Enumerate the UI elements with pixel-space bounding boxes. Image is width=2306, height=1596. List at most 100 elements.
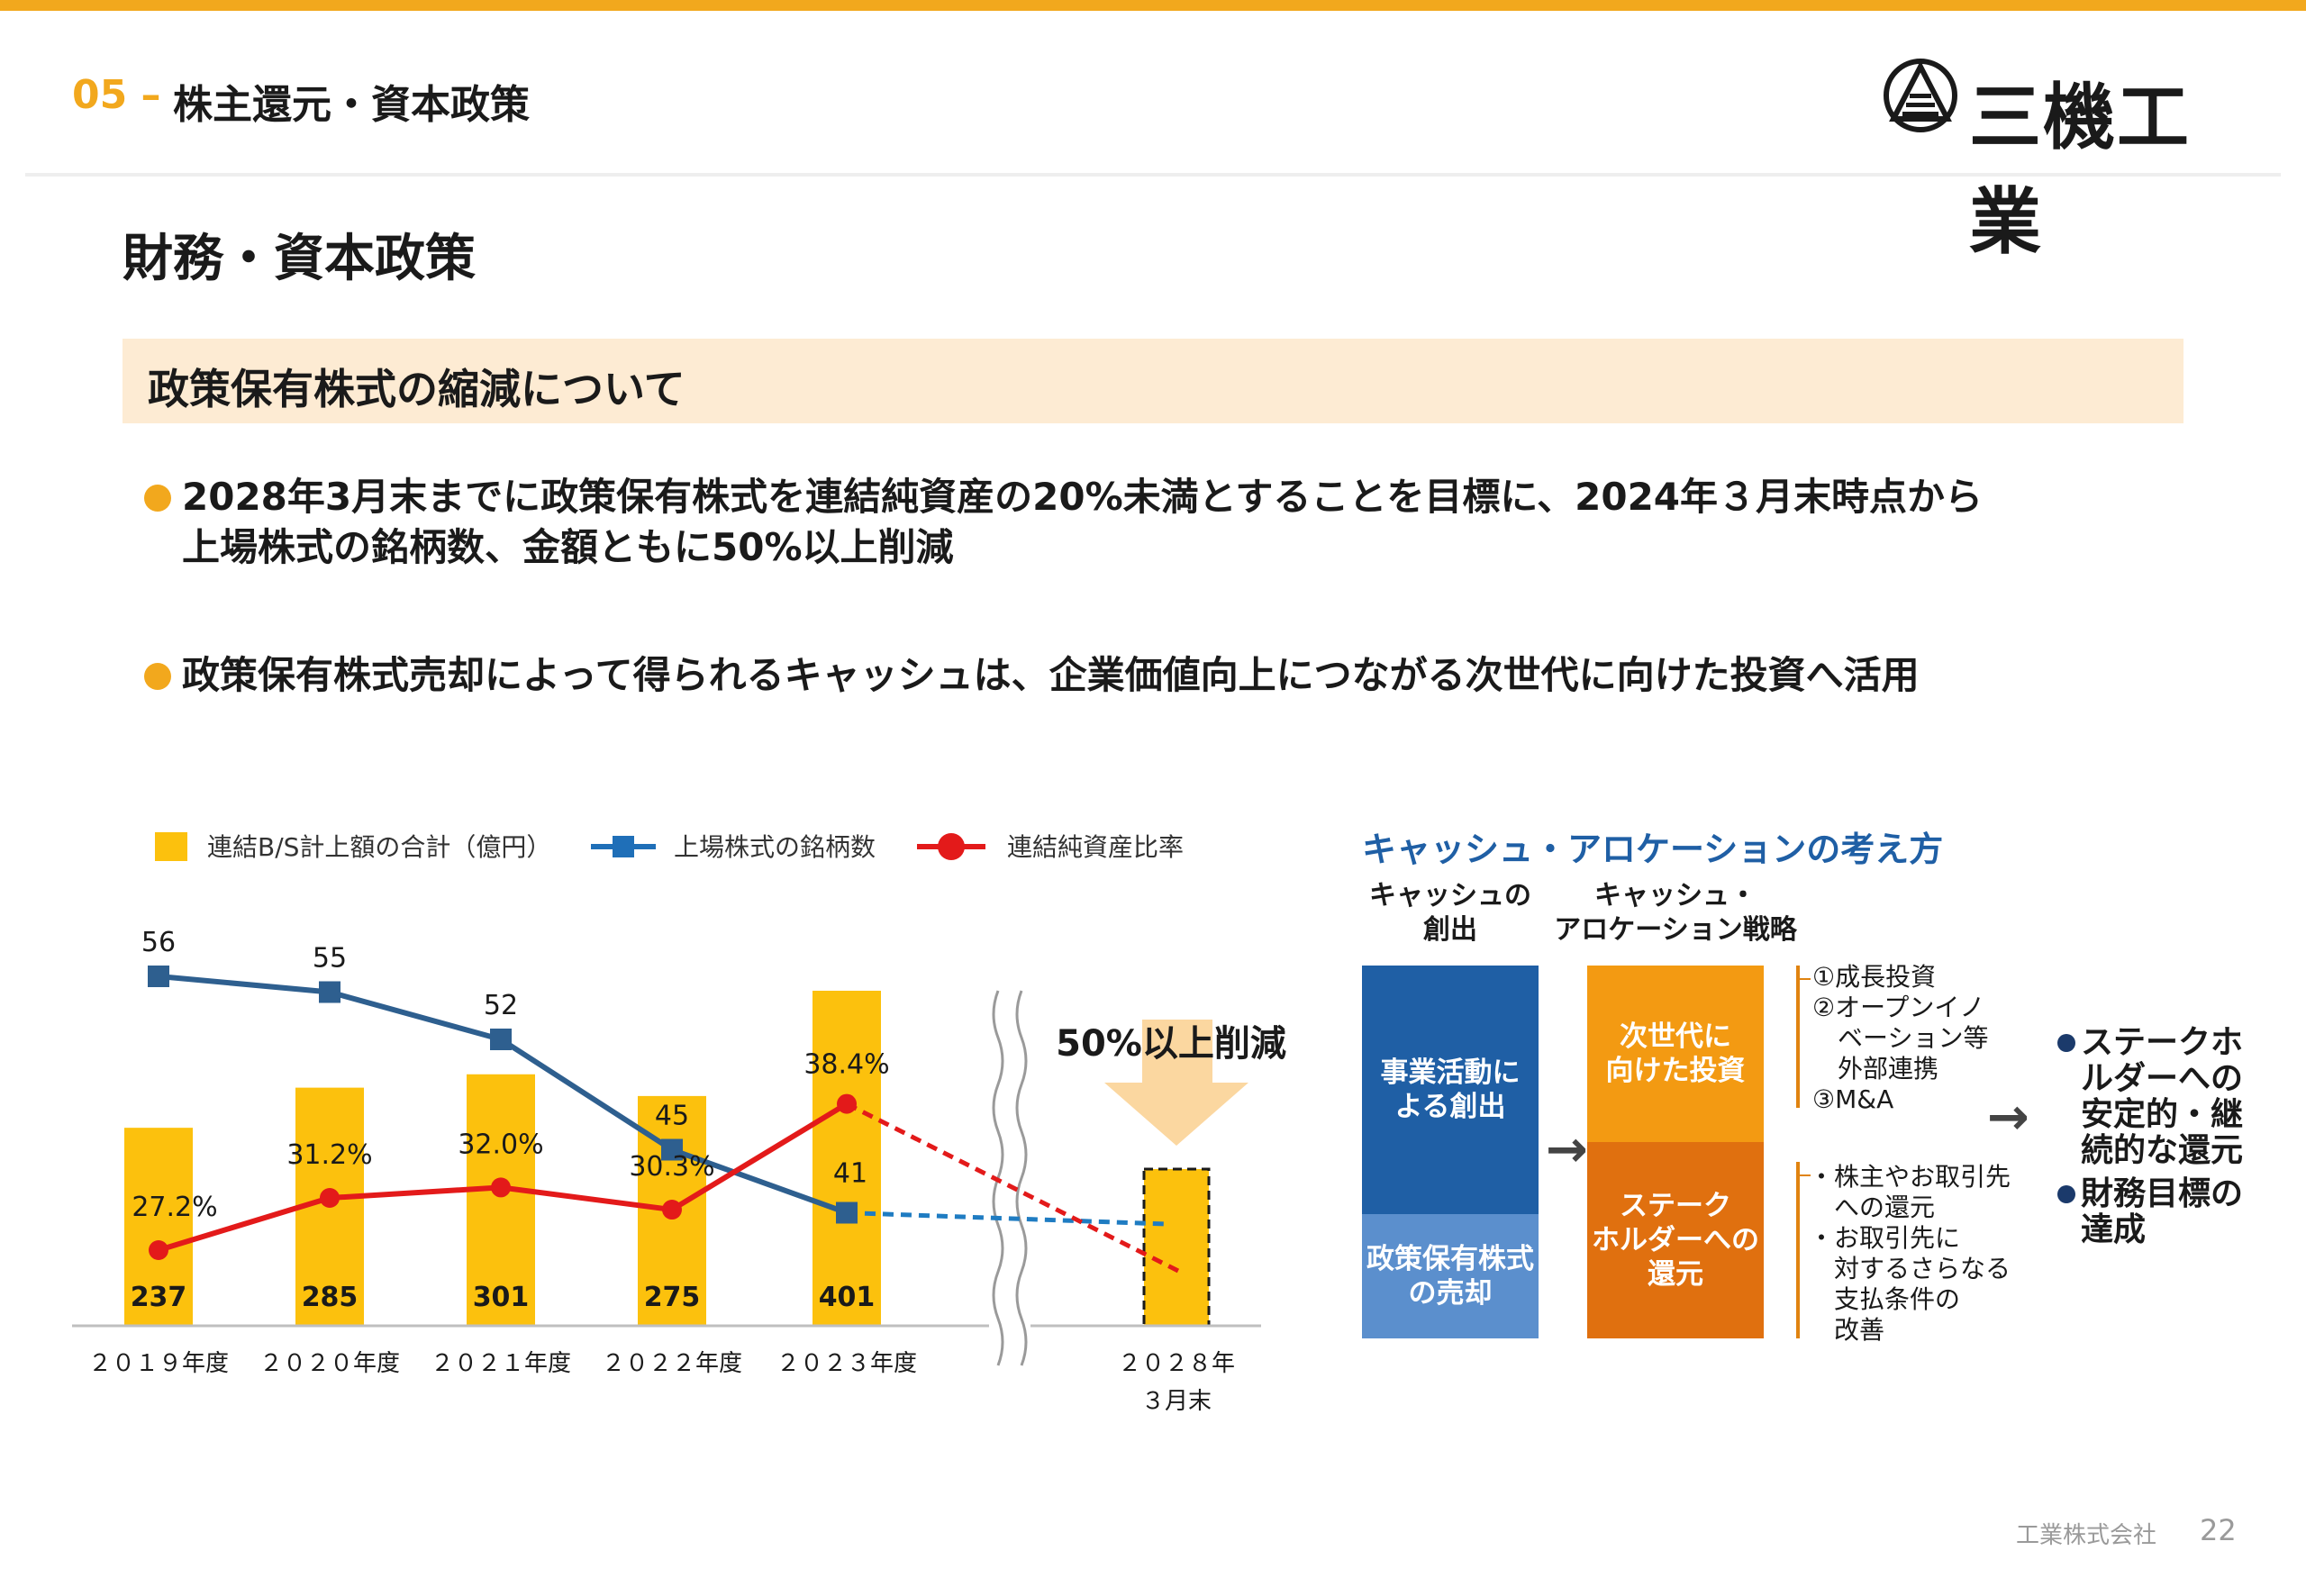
bar-target-2028 (1142, 1167, 1211, 1328)
bar-value-label: 237 (131, 1282, 187, 1313)
projection-ratio (845, 1102, 1182, 1274)
source-business-box: 事業活動に よる創出 (1362, 966, 1539, 1214)
investment-item: ベーション等 (1812, 1023, 1989, 1053)
count-value-label: 52 (484, 990, 518, 1021)
use-bottom-line-2: ホルダーへの (1592, 1224, 1759, 1256)
marker-ratio (320, 1188, 340, 1208)
marker-ratio (149, 1240, 168, 1260)
investment-list: ①成長投資 ②オープンイノ ベーション等 外部連携 ③M&A (1812, 962, 1988, 1115)
bullet-1-line-2: 上場株式の銘柄数、金額ともに50%以上削減 (182, 525, 954, 569)
legend-label-bar: 連結B/S計上額の合計（億円） (207, 832, 551, 862)
count-value-label: 45 (655, 1101, 689, 1132)
logo-mark-icon (1884, 59, 1957, 132)
count-value-label: 56 (141, 927, 176, 958)
subheading-text: 政策保有株式の縮減について (148, 365, 685, 413)
goal-dot-icon (2057, 1185, 2075, 1203)
company-logo: 三機工業 (1883, 58, 2252, 264)
bullet-2-line-1: 政策保有株式売却によって得られるキャッシュは、企業価値向上につながる次世代に向け… (182, 653, 1920, 697)
bar-holdings (813, 991, 881, 1326)
investment-item: 外部連携 (1812, 1054, 1939, 1084)
bullet-1-line-1: 2028年3月末までに政策保有株式を連結純資産の20%未満とすることを目標に、2… (182, 475, 1984, 519)
bullet-dot-icon (144, 663, 171, 690)
ratio-value-label: 32.0% (458, 1129, 543, 1160)
legend-marker-ratio (938, 833, 965, 860)
arrow-right-icon: → (1546, 1120, 1588, 1179)
ratio-value-label: 31.2% (286, 1139, 372, 1171)
return-item: への還元 (1809, 1192, 1936, 1222)
source-top-line-1: 事業活動に (1380, 1056, 1521, 1089)
reduction-label: 50%以上削減 (1056, 1023, 1286, 1065)
goal-1-line: ステークホ (2081, 1024, 2244, 1061)
col2-header: キャッシュ・ アロケーション戦略 (1549, 879, 1802, 948)
return-item: 対するさらなる (1809, 1254, 2011, 1283)
holdings-chart: 連結B/S計上額の合計（億円） 上場株式の銘柄数 連結純資産比率 237 285 301 2… (72, 832, 1286, 1415)
col2-header-line-1: キャッシュ・ (1594, 880, 1757, 911)
x-tick-label-target: ２０２８年 (1118, 1350, 1235, 1377)
top-accent-bar (0, 0, 2306, 11)
investment-item: ①成長投資 (1812, 962, 1937, 992)
subheading-band: 政策保有株式の縮減について (123, 339, 2183, 423)
x-tick-label: ２０１９年度 (88, 1350, 229, 1377)
return-item: ・お取引先に (1809, 1223, 1961, 1253)
marker-count (319, 981, 340, 1003)
col2-header-line-2: アロケーション戦略 (1554, 914, 1797, 946)
return-item: ・株主やお取引先 (1809, 1162, 2011, 1192)
source-bottom-line-1: 政策保有株式 (1366, 1243, 1534, 1275)
bar-holdings (467, 1074, 535, 1326)
axis-break-wave (1015, 990, 1028, 1366)
use-top-line-1: 次世代に (1620, 1020, 1731, 1053)
bracket-top (1796, 966, 1800, 1108)
legend-label-ratio: 連結純資産比率 (1007, 832, 1184, 862)
marker-ratio (837, 1093, 857, 1114)
legend-swatch-bar (155, 832, 187, 861)
col1-header-line-1: キャッシュの (1369, 880, 1531, 911)
logo-text: 三機工業 (1969, 76, 2191, 264)
goal-dot-icon (2057, 1034, 2075, 1052)
goal-2-line: 財務目標の (2081, 1175, 2244, 1212)
use-return-box: ステーク ホルダーへの 還元 (1587, 1142, 1764, 1338)
use-bottom-line-1: ステーク (1620, 1190, 1731, 1222)
col1-header-line-2: 創出 (1423, 914, 1477, 946)
return-item: 支払条件の (1809, 1284, 1961, 1314)
return-list: ・株主やお取引先 への還元 ・お取引先に 対するさらなる 支払条件の 改善 (1809, 1162, 2011, 1346)
marker-count (836, 1202, 858, 1224)
bracket-tick (1796, 1174, 1811, 1176)
bracket-bottom (1796, 1162, 1800, 1338)
legend-label-count: 上場株式の銘柄数 (674, 832, 876, 862)
goal-1-line: 安定的・継 (2081, 1096, 2244, 1133)
goal-2-line: 達成 (2081, 1211, 2147, 1248)
marker-ratio (662, 1200, 682, 1220)
use-top-line-2: 向けた投資 (1605, 1055, 1746, 1087)
bar-value-label: 401 (819, 1282, 876, 1313)
x-tick-label: ２０２３年度 (776, 1350, 917, 1377)
section-number: 05 – (72, 72, 161, 118)
source-bottom-line-2: の売却 (1408, 1277, 1493, 1310)
marker-count (490, 1029, 512, 1050)
count-value-label: 41 (833, 1158, 867, 1190)
investment-item: ③M&A (1812, 1084, 1894, 1114)
goal-1-line: ルダーへの (2081, 1060, 2244, 1097)
bar-value-label: 275 (644, 1282, 701, 1313)
allocation-title: キャッシュ・アロケーションの考え方 (1362, 830, 1944, 869)
x-tick-label-target: ３月末 (1141, 1388, 1212, 1415)
page-number: 22 (2200, 1513, 2237, 1547)
marker-count (148, 966, 169, 987)
bar-value-label: 285 (302, 1282, 359, 1313)
bullet-dot-icon (144, 485, 171, 512)
investment-item: ②オープンイノ (1812, 993, 1985, 1022)
ratio-value-label: 38.4% (803, 1049, 889, 1081)
bar-holdings (124, 1128, 193, 1326)
source-divestment-box: 政策保有株式 の売却 (1362, 1214, 1539, 1338)
page-title: 財務・資本政策 (123, 230, 476, 288)
use-investment-box: 次世代に 向けた投資 (1587, 966, 1764, 1142)
bracket-tick (1796, 978, 1811, 980)
col1-header: キャッシュの 創出 (1351, 879, 1549, 948)
header-divider (25, 173, 2281, 177)
legend-marker-count (613, 836, 634, 857)
marker-count (661, 1138, 683, 1161)
source-top-line-2: よる創出 (1394, 1091, 1506, 1123)
footer-company: 工業株式会社 (2016, 1522, 2157, 1549)
use-bottom-line-3: 還元 (1648, 1258, 1703, 1291)
x-tick-label: ２０２１年度 (431, 1350, 571, 1377)
return-item: 改善 (1809, 1315, 1885, 1345)
